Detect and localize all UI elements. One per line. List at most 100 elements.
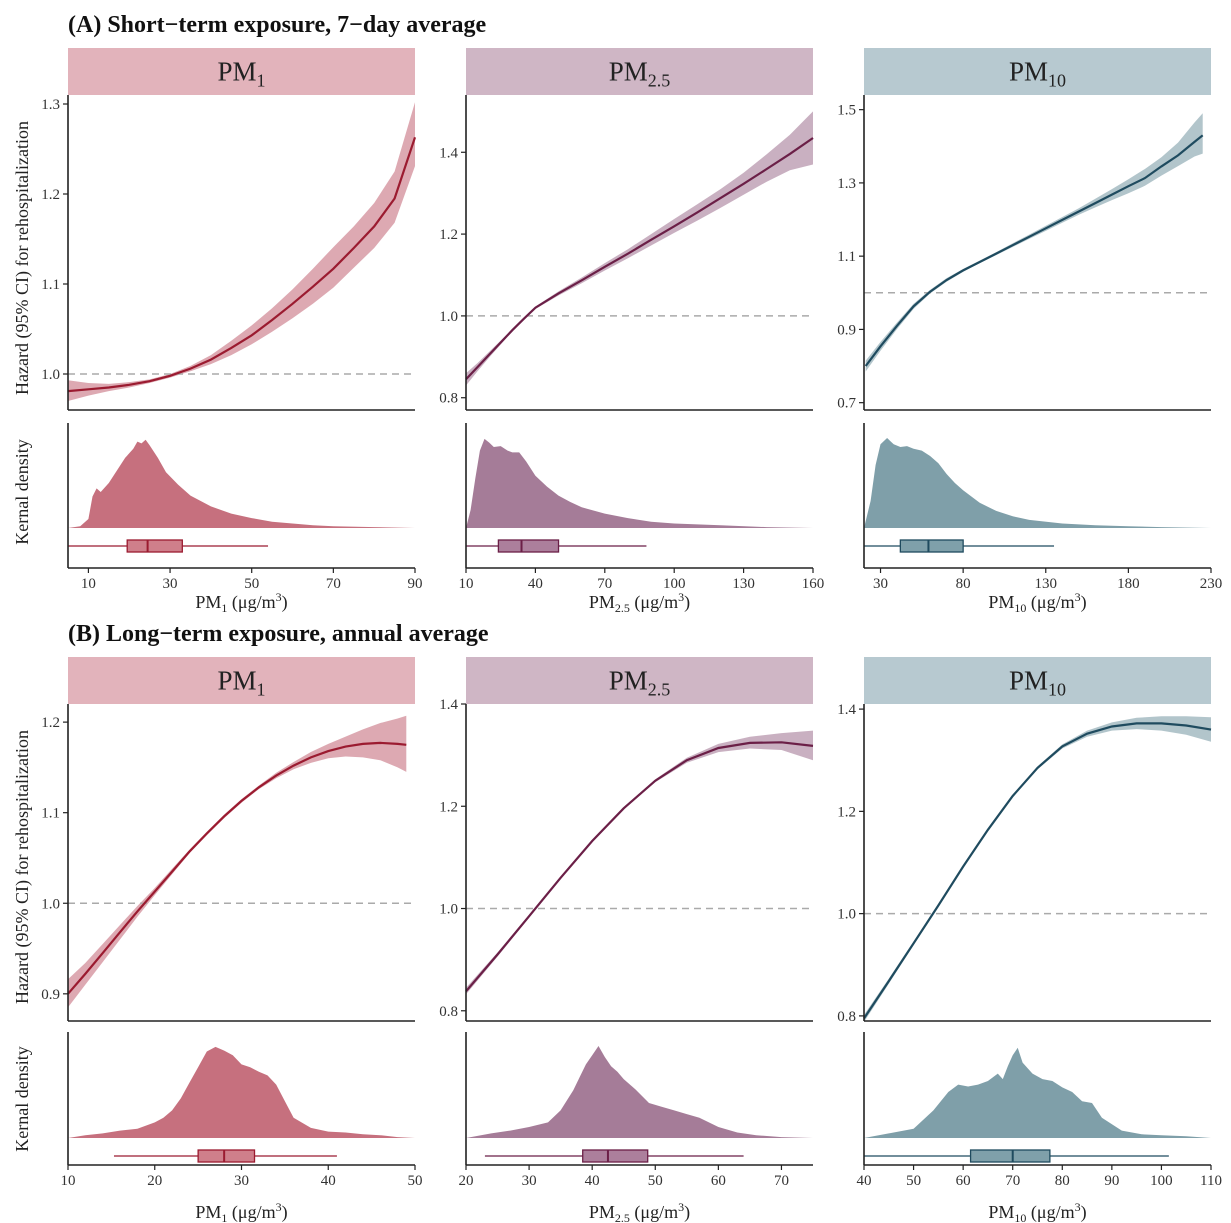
- panel-a-pm1-xtick-label: 30: [163, 576, 178, 592]
- panel-b-pm25-ytick-label: 1.4: [439, 697, 458, 713]
- panel-a-pm25-ytick-label: 1.4: [439, 145, 458, 161]
- panel-b-pm1-xtick-label: 20: [147, 1173, 162, 1189]
- panel-b-pm1-ytick-label: 1.0: [41, 896, 60, 912]
- panel-b-pm1-ytick-label: 0.9: [41, 987, 60, 1003]
- panel-a-pm25-xtick-label: 40: [528, 576, 543, 592]
- panel-a-pm1-xtick-label: 50: [244, 576, 259, 592]
- panel-b-pm1-x-axis-title: PM1 (μg/m3): [195, 1200, 287, 1223]
- panel-b-pm10-x-axis-superscript: 3: [1075, 1200, 1081, 1214]
- panel-a-pm25-x-axis-unit: (μg/m: [630, 592, 678, 613]
- panel-b-pm10-xtick-label: 70: [1005, 1173, 1020, 1189]
- panel-a-pm25-box-iqr: [497, 539, 560, 553]
- panel-b-pm25-hazard-line: [465, 741, 814, 993]
- panel-b-pm25-xtick-label: 30: [522, 1173, 537, 1189]
- panel-b-pm10-strip-label: PM10: [1009, 666, 1066, 700]
- panel-a-pm10-strip-subscript: 10: [1048, 71, 1066, 91]
- panel-a-pm25-strip-subscript: 2.5: [648, 71, 671, 91]
- panel-a-pm10-density-area: [864, 438, 1211, 528]
- panel-b-pm10-xtick-label: 50: [906, 1173, 921, 1189]
- panel-b-pm1-hazard-line: [67, 741, 407, 995]
- panel-a-pm10-ytick-label: 0.9: [837, 322, 856, 338]
- panel-b-pm10-xtick-label: 60: [956, 1173, 971, 1189]
- panel-a-pm25-hazard-line: [465, 137, 814, 381]
- panel-a-pm10-ytick-label: 1.1: [837, 249, 856, 265]
- panel-b-pm10-xtick-label: 40: [857, 1173, 872, 1189]
- panel-b-pm10-x-axis-title: PM10 (μg/m3): [988, 1200, 1086, 1223]
- panel-b-pm25-strip: [466, 657, 813, 704]
- panel-a-pm25-x-axis-title: PM2.5 (μg/m3): [589, 590, 690, 615]
- panel-a-pm1-xtick-label: 10: [81, 576, 96, 592]
- panel-a-pm25-density-area: [466, 438, 813, 528]
- panel-a-pm10-xtick-label: 180: [1117, 576, 1140, 592]
- panel-a-pm25-x-axis-close: ): [684, 592, 690, 613]
- panel-a-pm25-x-axis-subscript: 2.5: [615, 601, 630, 615]
- panel-a-pm25-xtick-label: 160: [802, 576, 825, 592]
- panel-b-pm10: PM10 0.8 1.0 1.2 1.4 40 50 60 70 80 90 100 110 PM10 (…: [837, 657, 1222, 1223]
- panel-b-pm10-xtick-label: 100: [1150, 1173, 1173, 1189]
- panel-b-pm1-xtick-label: 40: [321, 1173, 336, 1189]
- panel-b-pm25-xtick-label: 40: [585, 1173, 600, 1189]
- panel-a-pm10-hazard-line: [864, 134, 1204, 367]
- y-axis-title-density-a: Kernal density: [12, 439, 32, 544]
- panel-b-pm1-xtick-label: 50: [408, 1173, 423, 1189]
- panel-b-pm1-x-axis-subscript: 1: [221, 1211, 227, 1223]
- panel-a-pm1-density-area: [68, 439, 415, 528]
- panel-a-pm10-xtick-label: 80: [956, 576, 971, 592]
- panel-b-pm25-xtick-label: 60: [711, 1173, 726, 1189]
- panel-b-pm10-box-iqr: [969, 1149, 1051, 1163]
- panel-b-pm25-strip-subscript: 2.5: [648, 680, 671, 700]
- panel-a-pm1-x-axis-unit: (μg/m: [227, 592, 275, 613]
- panel-b-pm10-ytick-label: 1.0: [837, 907, 856, 923]
- panel-b-pm1-xtick-label: 10: [61, 1173, 76, 1189]
- panel-b-pm1-strip: [68, 657, 415, 704]
- panel-b-pm25-x-axis-superscript: 3: [678, 1200, 684, 1214]
- panel-a-pm25: PM2.5 0.8 1.0 1.2 1.4 10 40 70 100 130 160 PM2.5 (μ…: [439, 48, 824, 615]
- panel-a-pm10-strip: [864, 48, 1211, 95]
- panel-a-pm1-ytick-label: 1.1: [41, 277, 60, 293]
- panel-b-pm25-ci-band: [466, 730, 813, 995]
- panel-b-pm25-xtick-label: 50: [648, 1173, 663, 1189]
- panel-a-pm10-ytick-label: 1.3: [837, 176, 856, 192]
- panel-b-pm25-ytick-label: 1.0: [439, 902, 458, 918]
- y-axis-title-density-b: Kernal density: [12, 1046, 32, 1151]
- section-b-title: (B) Long−term exposure, annual average: [68, 621, 489, 647]
- panel-a-pm25-strip: [466, 48, 813, 95]
- panel-b-pm1-xtick-label: 30: [234, 1173, 249, 1189]
- panel-b-pm1-density-area: [68, 1046, 415, 1138]
- panel-b-pm25-x-axis-title: PM2.5 (μg/m3): [589, 1200, 690, 1223]
- panel-a-pm1-xtick-label: 90: [408, 576, 423, 592]
- panel-a-pm25-x-axis-superscript: 3: [678, 590, 684, 604]
- panel-a-pm10-xtick-label: 30: [873, 576, 888, 592]
- panel-a-pm25-xtick-label: 70: [597, 576, 612, 592]
- panel-b-pm1-strip-subscript: 1: [257, 680, 266, 700]
- panel-b-pm25-xtick-label: 70: [774, 1173, 789, 1189]
- panel-a-pm10-x-axis-superscript: 3: [1075, 590, 1081, 604]
- panel-b-pm10-hazard-line: [863, 722, 1212, 1020]
- panel-b-pm25-density-area: [466, 1046, 813, 1138]
- panel-a-pm25-ytick-label: 0.8: [439, 391, 458, 407]
- panel-a-pm1-ytick-label: 1.3: [41, 97, 60, 113]
- panel-b-pm25-x-axis-close: ): [684, 1202, 690, 1223]
- panel-a-pm1-x-axis-close: ): [282, 592, 288, 613]
- panel-a-pm1-box-iqr: [126, 539, 183, 553]
- panel-a-pm10-xtick-label: 130: [1035, 576, 1058, 592]
- panel-a-pm1-x-axis-superscript: 3: [276, 590, 282, 604]
- panel-b-pm1-x-axis-close: ): [282, 1202, 288, 1223]
- panel-b-pm25-ytick-label: 1.2: [439, 799, 458, 815]
- panel-a-pm1-strip-subscript: 1: [257, 71, 266, 91]
- panel-a-pm10-ci-band: [865, 113, 1203, 372]
- panel-a-pm10-x-axis-unit: (μg/m: [1026, 592, 1074, 613]
- panel-b-pm1-ci-band: [68, 715, 407, 1008]
- panel-b-pm1-x-axis-unit: (μg/m: [227, 1202, 275, 1223]
- panel-a-pm1-x-axis-subscript: 1: [221, 601, 227, 615]
- panel-b-pm10-x-axis-close: ): [1081, 1202, 1087, 1223]
- panel-b-pm25-ytick-label: 0.8: [439, 1004, 458, 1020]
- panel-a-pm10-box-iqr: [899, 539, 964, 553]
- y-axis-title-hazard-a: Hazard (95% CI) for rehospitalization: [12, 121, 33, 395]
